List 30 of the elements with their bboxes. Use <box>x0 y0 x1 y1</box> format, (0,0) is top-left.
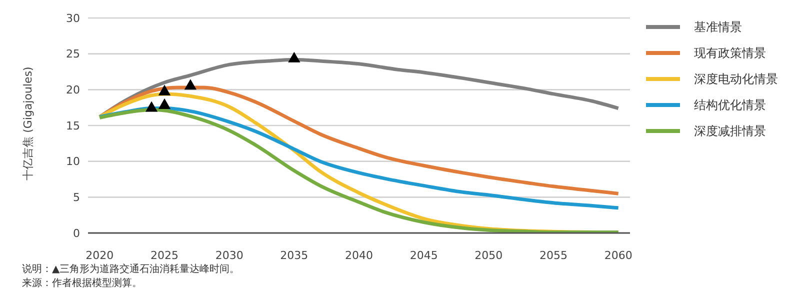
point <box>158 84 171 96</box>
legend-label: 深度减排情景 <box>694 122 766 140</box>
point <box>288 52 300 62</box>
x-tick-label: 2025 <box>150 248 178 262</box>
y-tick-label: 30 <box>66 12 80 25</box>
line-series <box>98 86 620 196</box>
y-tick-label: 0 <box>73 226 80 240</box>
legend-label: 深度电动化情景 <box>694 70 778 88</box>
y-axis-title: 十亿吉焦 (Gigajoules) <box>20 66 36 180</box>
y-tick-label: 15 <box>66 119 80 132</box>
x-tick-label: 2050 <box>474 248 503 262</box>
x-tick-label: 2020 <box>86 248 114 262</box>
text: 说明：▲三角形为道路交通石油消耗量达峰时间。 <box>22 263 241 277</box>
x-tick-label: 2030 <box>215 248 244 262</box>
legend-label: 基准情景 <box>694 18 742 36</box>
x-tick-label: 2060 <box>604 248 632 262</box>
point <box>184 79 197 90</box>
x-tick-label: 2040 <box>345 248 373 262</box>
y-tick-label: 25 <box>66 48 80 61</box>
y-tick-label: 10 <box>66 155 80 168</box>
legend-label: 结构优化情景 <box>694 96 766 114</box>
y-tick-label: 5 <box>73 191 80 204</box>
point <box>145 101 158 112</box>
point <box>158 98 171 109</box>
x-tick-label: 2035 <box>280 248 308 262</box>
x-tick-label: 2045 <box>410 248 438 262</box>
source-note: 来源：作者根据模型测算。 <box>22 277 143 291</box>
x-tick-label: 2055 <box>540 248 568 262</box>
legend-label: 现有政策情景 <box>694 44 766 62</box>
y-tick-label: 20 <box>66 84 80 97</box>
